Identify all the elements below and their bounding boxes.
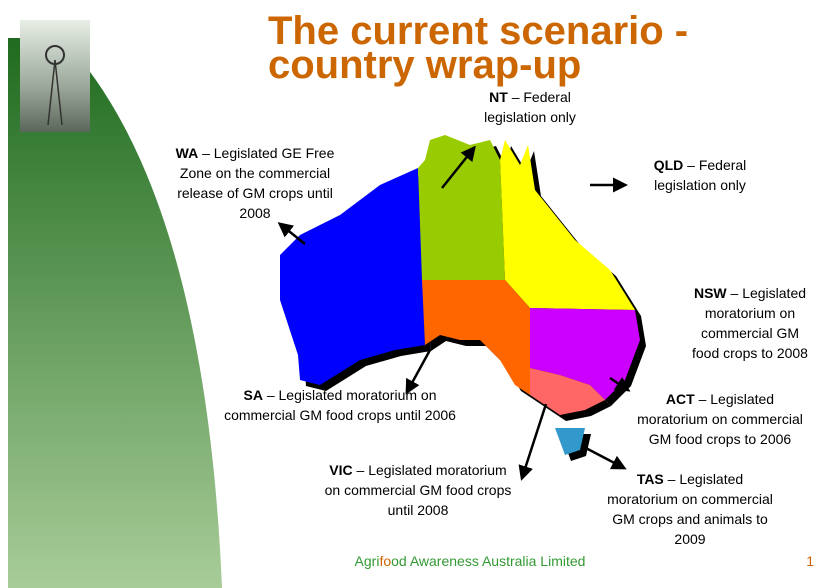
label-text: 2008 <box>239 205 270 221</box>
label-text: – Legislated <box>695 391 774 407</box>
label-text: – Legislated <box>727 285 806 301</box>
label-text: legislation only <box>484 109 576 125</box>
label-text: – Legislated <box>664 471 743 487</box>
footer-part: fo <box>379 553 391 569</box>
label-line: commercial GM food crops until 2006 <box>224 407 456 423</box>
windmill-image <box>20 20 90 132</box>
label-text: GM food crops to 2006 <box>649 431 792 447</box>
state-abbr: ACT <box>666 391 695 407</box>
label-line: moratorium on <box>705 305 795 321</box>
label-line: release of GM crops until <box>177 185 333 201</box>
label-line: GM crops and animals to <box>612 511 768 527</box>
label-text: – Legislated GE Free <box>198 145 334 161</box>
label-line: moratorium on commercial <box>637 411 803 427</box>
label-text: moratorium on commercial <box>637 411 803 427</box>
label-text: legislation only <box>654 177 746 193</box>
state-abbr: NT <box>489 89 508 105</box>
state-label: NSW – Legislated moratorium on commercial … <box>692 285 808 361</box>
nt-region <box>418 135 505 280</box>
label-line: commercial GM <box>701 325 799 341</box>
label-text: Zone on the commercial <box>180 165 330 181</box>
state-abbr: SA <box>244 387 263 403</box>
label-line: legislation only <box>484 109 576 125</box>
label-text: moratorium on <box>705 305 795 321</box>
page-number: 1 <box>806 553 814 569</box>
label-text: on commercial GM food crops <box>325 482 512 498</box>
label-line: 2008 <box>239 205 270 221</box>
state-label: TAS – Legislated moratorium on commercial… <box>607 471 773 547</box>
footer: Agrifood Awareness Australia Limited 1 <box>355 553 815 569</box>
title: The current scenario -country wrap-up <box>268 9 688 87</box>
state-label: ACT – Legislated moratorium on commercial… <box>637 391 803 447</box>
label-text: release of GM crops until <box>177 185 333 201</box>
label-line: 2009 <box>674 531 705 547</box>
label-text: moratorium on commercial <box>607 491 773 507</box>
state-abbr: TAS <box>637 471 664 487</box>
label-line: on commercial GM food crops <box>325 482 512 498</box>
label-text: food crops to 2008 <box>692 345 808 361</box>
state-abbr: WA <box>176 145 199 161</box>
label-line: QLD – Federal <box>654 157 747 173</box>
label-line: food crops to 2008 <box>692 345 808 361</box>
label-line: NSW – Legislated <box>694 285 806 301</box>
state-label: SA – Legislated moratorium on commercial … <box>224 387 456 423</box>
label-text: – Federal <box>683 157 746 173</box>
state-label: QLD – Federal legislation only <box>654 157 747 193</box>
footer-part: Agri <box>355 553 380 569</box>
slide: The current scenario -country wrap-up NT… <box>0 0 818 588</box>
label-line: NT – Federal <box>489 89 571 105</box>
footer-text: Agrifood Awareness Australia Limited <box>355 553 586 569</box>
label-text: – Legislated moratorium <box>353 462 507 478</box>
label-line: TAS – Legislated <box>637 471 743 487</box>
label-line: Zone on the commercial <box>180 165 330 181</box>
qld-region <box>500 140 635 310</box>
footer-part: od Awareness Australia Limited <box>391 553 585 569</box>
label-text: commercial GM food crops until 2006 <box>224 407 456 423</box>
label-text: – Legislated moratorium on <box>263 387 437 403</box>
label-line: until 2008 <box>388 502 449 518</box>
label-line: legislation only <box>654 177 746 193</box>
state-abbr: VIC <box>329 462 352 478</box>
label-line: SA – Legislated moratorium on <box>244 387 437 403</box>
state-abbr: NSW <box>694 285 727 301</box>
label-text: 2009 <box>674 531 705 547</box>
state-label: WA – Legislated GE Free Zone on the comme… <box>176 145 335 221</box>
label-line: WA – Legislated GE Free <box>176 145 335 161</box>
state-abbr: QLD <box>654 157 684 173</box>
label-line: GM food crops to 2006 <box>649 431 792 447</box>
state-label: NT – Federal legislation only <box>484 89 576 125</box>
state-label: VIC – Legislated moratorium on commercial… <box>325 462 512 518</box>
label-text: until 2008 <box>388 502 449 518</box>
label-text: – Federal <box>508 89 571 105</box>
label-line: ACT – Legislated <box>666 391 774 407</box>
label-line: VIC – Legislated moratorium <box>329 462 506 478</box>
title-line: country wrap-up <box>268 43 581 87</box>
label-text: commercial GM <box>701 325 799 341</box>
label-line: moratorium on commercial <box>607 491 773 507</box>
label-text: GM crops and animals to <box>612 511 768 527</box>
